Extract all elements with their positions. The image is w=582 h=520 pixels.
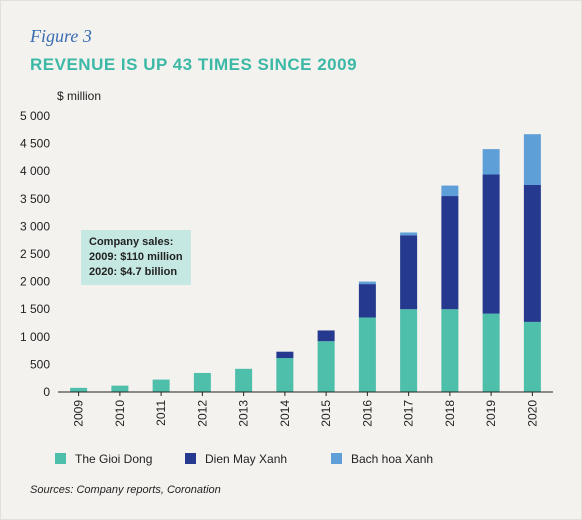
bar-dien-may-xanh-2014 xyxy=(276,351,294,359)
bar-the-gioi-dong-2014 xyxy=(276,358,294,392)
x-tick-label: 2017 xyxy=(402,400,416,427)
bar-dien-may-xanh-2018 xyxy=(441,196,459,310)
bar-dien-may-xanh-2020 xyxy=(523,185,541,322)
bar-groups xyxy=(70,134,541,392)
x-tick-label: 2010 xyxy=(113,400,127,427)
bar-the-gioi-dong-2020 xyxy=(523,321,541,392)
x-tick-label: 2015 xyxy=(319,400,333,427)
legend-label: The Gioi Dong xyxy=(75,452,153,466)
bar-bach-hoa-xanh-2019 xyxy=(482,149,500,175)
bar-the-gioi-dong-2012 xyxy=(193,372,211,392)
y-tick-label: 500 xyxy=(30,357,50,371)
bar-dien-may-xanh-2017 xyxy=(400,235,418,310)
x-tick-label: 2019 xyxy=(484,400,498,427)
bar-the-gioi-dong-2013 xyxy=(235,368,253,392)
bar-dien-may-xanh-2015 xyxy=(317,330,335,342)
bar-the-gioi-dong-2019 xyxy=(482,313,500,392)
annotation-line-3: 2020: $4.7 billion xyxy=(89,266,178,278)
annotation-line-1: Company sales: xyxy=(89,236,174,248)
bar-the-gioi-dong-2010 xyxy=(111,385,129,392)
legend-swatch xyxy=(185,453,196,464)
company-sales-annotation: Company sales: 2009: $110 million 2020: … xyxy=(81,230,191,285)
legend-swatch xyxy=(55,453,66,464)
x-tick-label: 2018 xyxy=(443,400,457,427)
y-tick-label: 2 500 xyxy=(20,247,50,261)
bar-bach-hoa-xanh-2017 xyxy=(400,232,418,236)
x-tick-label: 2012 xyxy=(195,400,209,427)
x-tick-label: 2013 xyxy=(237,400,251,427)
y-tick-label: 4 000 xyxy=(20,164,50,178)
x-tick-label: 2009 xyxy=(72,400,86,427)
y-axis-ticks: 0 500 1 000 1 500 2 000 2 500 3 000 3 500 4 000 4… xyxy=(20,109,50,399)
bar-the-gioi-dong-2011 xyxy=(152,379,170,392)
x-tick-label: 2011 xyxy=(154,400,168,426)
x-tick-label: 2020 xyxy=(525,400,539,427)
source-note: Sources: Company reports, Coronation xyxy=(30,484,221,496)
bar-the-gioi-dong-2017 xyxy=(400,309,418,392)
y-tick-label: 2 000 xyxy=(20,275,50,289)
y-tick-label: 1 000 xyxy=(20,330,50,344)
x-tick-label: 2016 xyxy=(360,400,374,427)
bar-dien-may-xanh-2016 xyxy=(358,284,376,318)
bar-the-gioi-dong-2015 xyxy=(317,341,335,392)
y-axis-unit-label: $ million xyxy=(57,89,102,103)
legend-item-bach-hoa-xanh: Bach hoa Xanh xyxy=(331,452,433,466)
bar-the-gioi-dong-2018 xyxy=(441,309,459,392)
y-tick-label: 0 xyxy=(43,385,50,399)
chart-title: REVENUE IS UP 43 TIMES SINCE 2009 xyxy=(30,55,358,74)
bar-the-gioi-dong-2009 xyxy=(70,387,88,392)
legend-item-dien-may-xanh: Dien May Xanh xyxy=(185,452,287,466)
bar-bach-hoa-xanh-2020 xyxy=(523,134,541,185)
x-tick-label: 2014 xyxy=(278,400,292,427)
bar-bach-hoa-xanh-2018 xyxy=(441,185,459,197)
y-tick-label: 5 000 xyxy=(20,109,50,123)
bar-bach-hoa-xanh-2016 xyxy=(358,281,376,285)
y-tick-label: 3 500 xyxy=(20,192,50,206)
legend-swatch xyxy=(331,453,342,464)
legend-label: Bach hoa Xanh xyxy=(351,452,434,466)
annotation-line-2: 2009: $110 million xyxy=(89,251,183,263)
y-tick-label: 1 500 xyxy=(20,302,50,316)
y-tick-label: 3 000 xyxy=(20,219,50,233)
bar-the-gioi-dong-2016 xyxy=(358,317,376,392)
x-axis-ticks: 2009 2010 2011 2012 2013 2014 2015 2016 2017 2018… xyxy=(72,392,539,427)
legend-item-the-gioi-dong: The Gioi Dong xyxy=(55,452,152,466)
legend-label: Dien May Xanh xyxy=(205,452,288,466)
bar-dien-may-xanh-2019 xyxy=(482,174,500,314)
y-tick-label: 4 500 xyxy=(20,137,50,151)
figure-label: Figure 3 xyxy=(30,26,92,46)
